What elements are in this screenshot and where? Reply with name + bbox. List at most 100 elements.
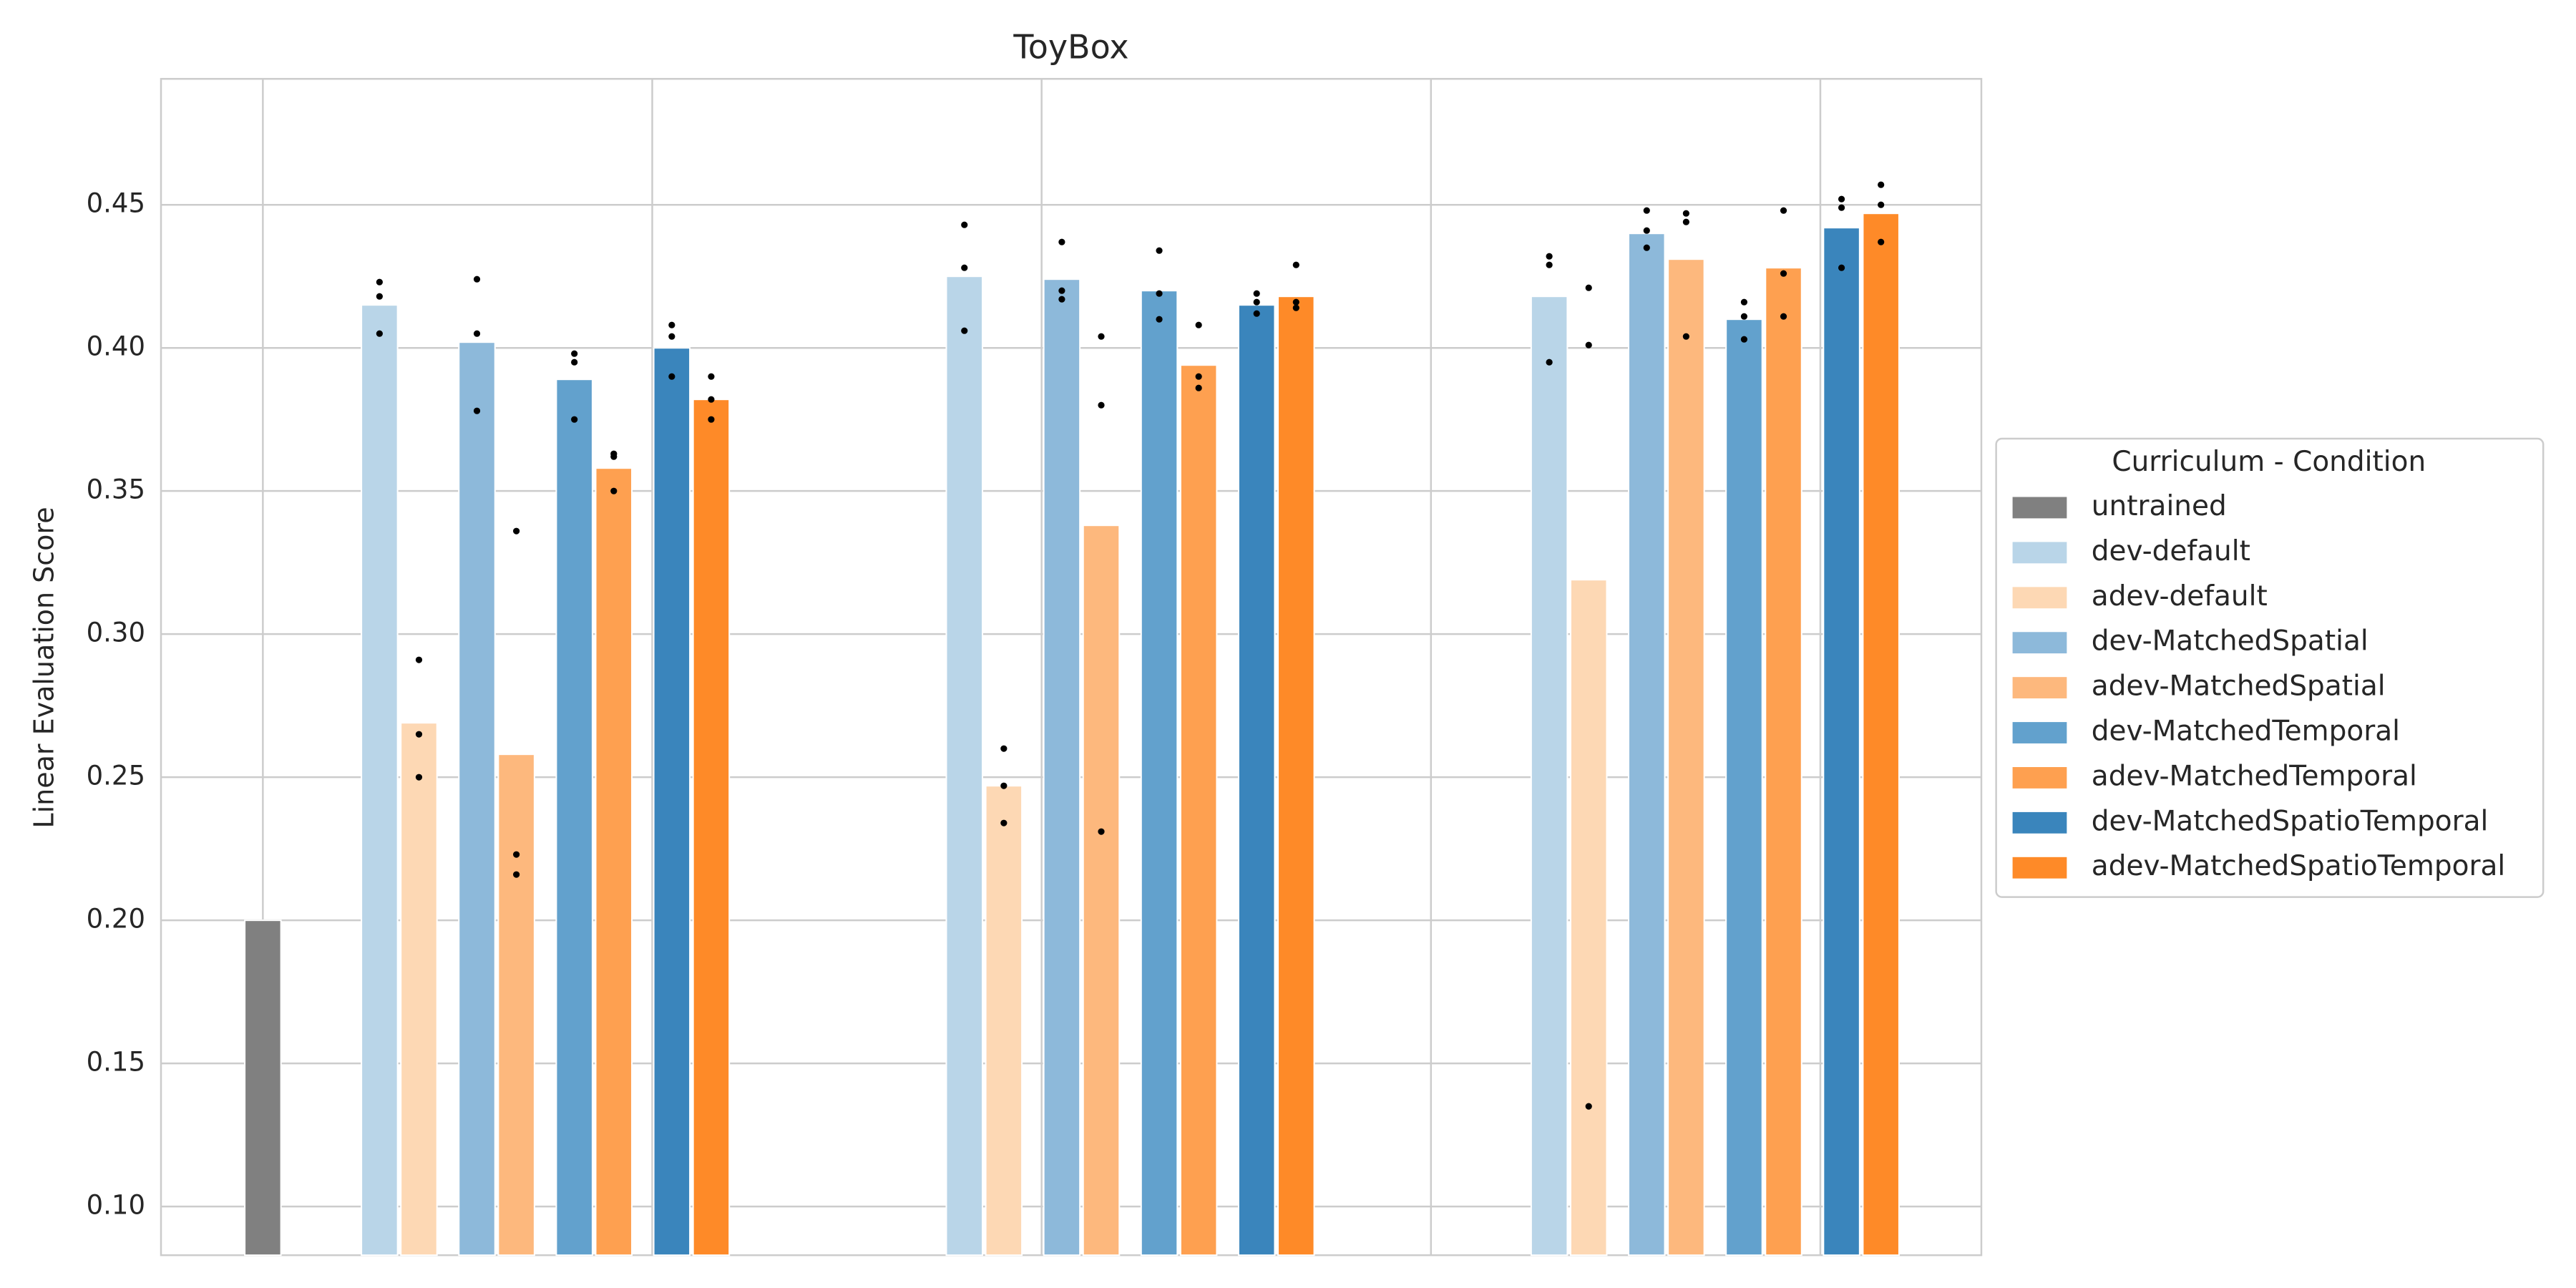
data-point [376, 278, 383, 286]
y-tick-label: 0.20 [87, 904, 145, 935]
data-point [1195, 373, 1202, 380]
legend-swatch [2012, 767, 2067, 789]
data-point [473, 407, 481, 414]
bar [1628, 233, 1666, 1257]
y-axis-label: Linear Evaluation Score [29, 507, 60, 828]
data-point [1000, 745, 1008, 752]
bar [1667, 258, 1705, 1257]
legend-label: dev-MatchedSpatial [2092, 625, 2368, 658]
bar [1277, 296, 1315, 1257]
bar [244, 919, 282, 1257]
data-point [1546, 261, 1553, 268]
data-point [376, 293, 383, 300]
data-point [1195, 384, 1202, 391]
data-point [1780, 207, 1787, 214]
data-point [1740, 336, 1748, 343]
bar [1530, 296, 1568, 1257]
legend-swatch [2012, 811, 2067, 834]
bar [361, 304, 399, 1257]
legend-swatch [2012, 632, 2067, 654]
data-point [1253, 290, 1260, 297]
data-point [473, 330, 481, 337]
data-point [415, 656, 423, 663]
data-point [513, 527, 520, 535]
bar [497, 753, 535, 1257]
legend-swatch [2012, 587, 2067, 609]
bar [555, 379, 593, 1257]
y-tick-label: 0.30 [87, 618, 145, 648]
data-point [571, 416, 578, 423]
data-point [1682, 210, 1689, 217]
data-point [1156, 290, 1163, 297]
legend-label: adev-MatchedSpatioTemporal [2092, 850, 2505, 882]
legend-swatch [2012, 857, 2067, 879]
legend-label: adev-default [2092, 580, 2268, 613]
y-tick-label: 0.35 [87, 474, 145, 505]
y-tick-label: 0.10 [87, 1190, 145, 1221]
bar [1082, 525, 1121, 1257]
data-point [961, 327, 968, 334]
data-point [473, 275, 481, 283]
data-point [961, 221, 968, 228]
data-point [1292, 261, 1299, 268]
data-point [1838, 195, 1845, 203]
bar [1862, 213, 1900, 1257]
legend-swatch [2012, 497, 2067, 519]
legend-swatch [2012, 722, 2067, 743]
data-point [1878, 181, 1885, 188]
legend-label: dev-MatchedTemporal [2092, 716, 2400, 748]
data-point [415, 774, 423, 781]
data-point [1643, 227, 1650, 234]
bar [1140, 290, 1179, 1257]
data-point [571, 350, 578, 357]
bar [692, 399, 731, 1257]
legend-label: dev-default [2092, 535, 2250, 567]
bar [595, 467, 633, 1257]
data-point [1585, 341, 1592, 348]
legend-swatch [2012, 677, 2067, 699]
data-point [1000, 782, 1008, 789]
chart-title: ToyBox [1013, 28, 1128, 67]
data-point [708, 416, 715, 423]
bar [945, 275, 984, 1257]
bar [1765, 267, 1802, 1257]
legend-swatch [2012, 542, 2067, 564]
y-tick-label: 0.40 [87, 331, 145, 362]
data-point [1195, 321, 1202, 328]
data-point [1643, 207, 1650, 214]
bar [1043, 278, 1081, 1257]
data-point [1740, 298, 1748, 306]
data-point [1156, 316, 1163, 323]
bar [1569, 579, 1608, 1257]
data-point [1682, 218, 1689, 225]
data-point [668, 373, 675, 380]
data-point [1546, 358, 1553, 366]
legend-box [1995, 437, 2545, 898]
data-point [1780, 270, 1787, 277]
data-point [376, 330, 383, 337]
data-point [1585, 284, 1592, 291]
data-point [1253, 298, 1260, 306]
bar [1237, 304, 1276, 1257]
data-point [668, 321, 675, 328]
y-tick-label: 0.15 [87, 1047, 145, 1078]
data-point [1585, 1103, 1592, 1110]
data-point [415, 731, 423, 738]
data-point [1546, 253, 1553, 260]
data-point [961, 264, 968, 271]
data-point [1000, 819, 1008, 826]
data-point [1098, 333, 1105, 340]
data-point [1878, 201, 1885, 208]
data-point [610, 487, 618, 494]
bar [1725, 318, 1763, 1257]
legend-title: Curriculum - Condition [2112, 446, 2426, 478]
data-point [513, 871, 520, 878]
data-point [513, 851, 520, 858]
data-point [708, 396, 715, 403]
data-point [1058, 238, 1065, 245]
data-point [1292, 304, 1299, 311]
data-point [1838, 204, 1845, 211]
bar [400, 722, 438, 1257]
